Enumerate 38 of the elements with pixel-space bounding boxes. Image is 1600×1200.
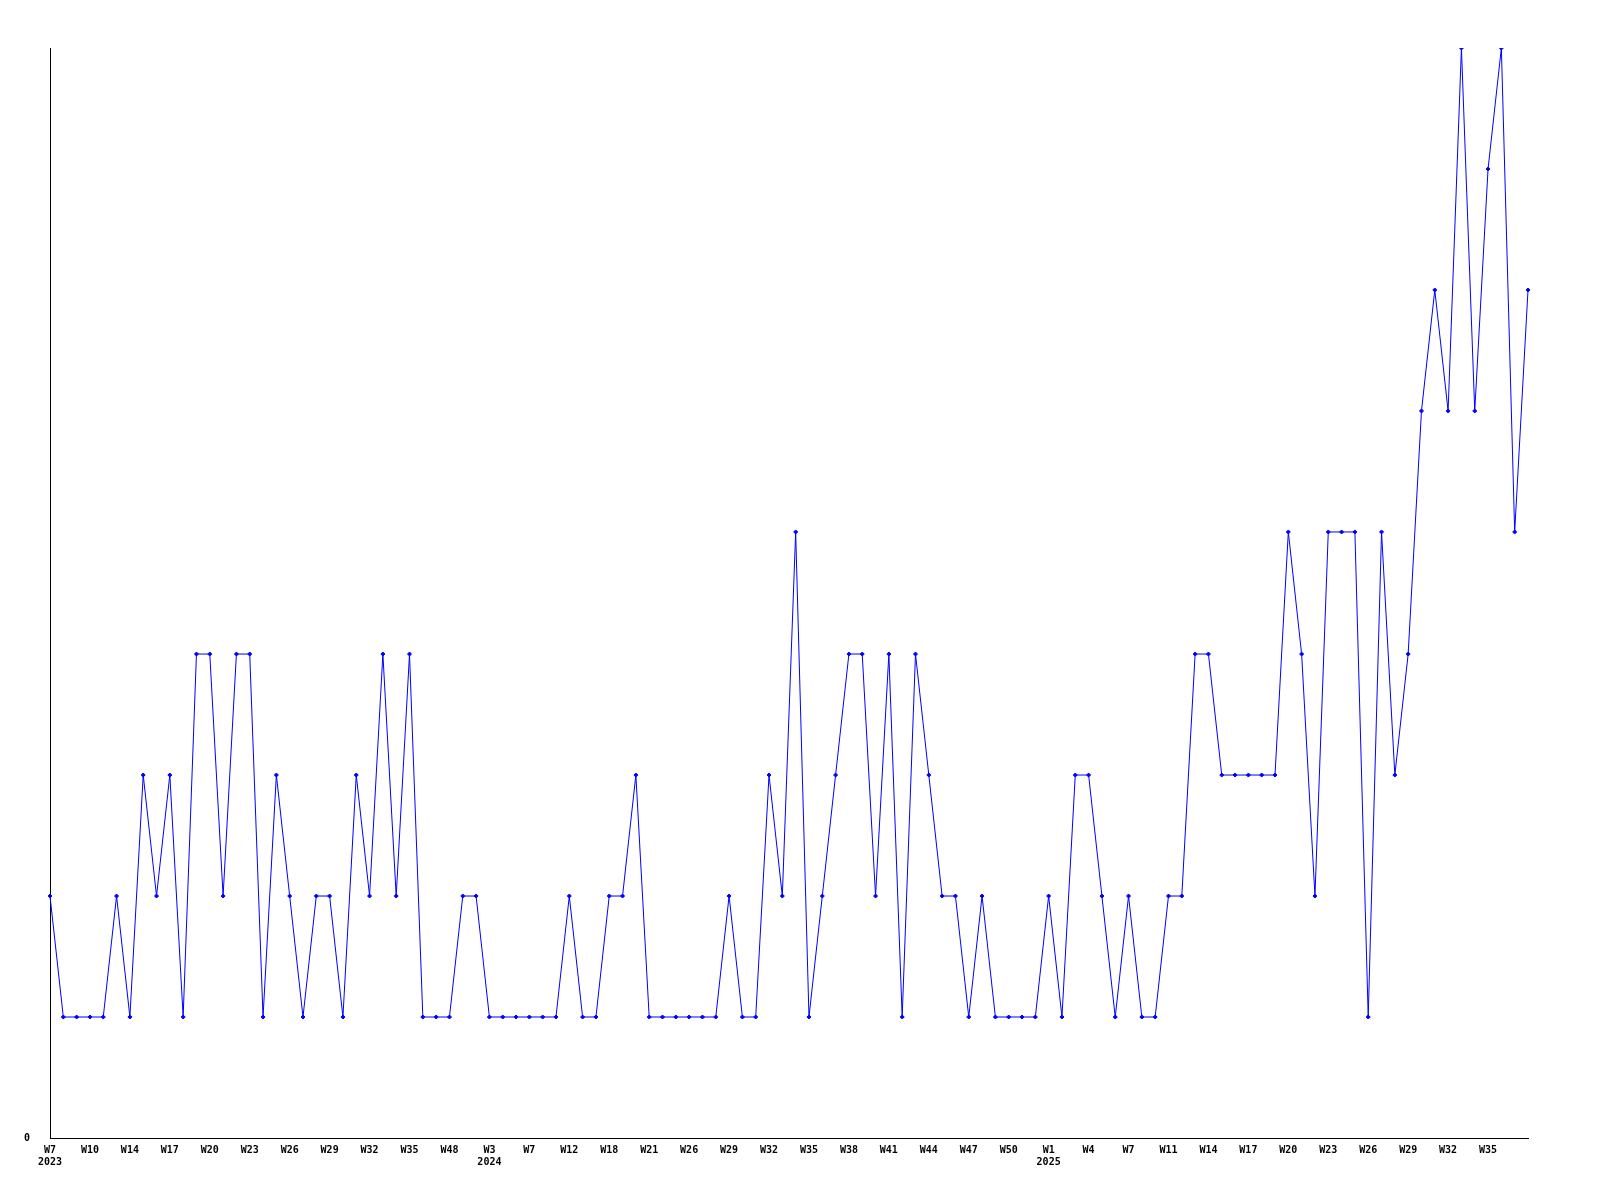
x-tick-label: W48 <box>440 1143 459 1155</box>
x-tick-label: W26 <box>280 1143 299 1155</box>
x-tick-label: W35 <box>400 1143 419 1155</box>
x-tick-label: W29 <box>720 1143 739 1155</box>
x-tick-label: W35 <box>1479 1143 1498 1155</box>
x-tick-label: W47 <box>959 1143 978 1155</box>
x-tick-label: W23 <box>240 1143 259 1155</box>
x-tick-label: W38 <box>839 1143 858 1155</box>
x-tick-label: W35 <box>799 1143 818 1155</box>
x-tick-label: W26 <box>1359 1143 1378 1155</box>
x-tick-label: W26 <box>680 1143 699 1155</box>
x-tick-label: W20 <box>200 1143 219 1155</box>
x-tick-label: W1 2025 <box>1036 1143 1061 1167</box>
x-tick-label: W14 <box>1199 1143 1218 1155</box>
text: 0 <box>23 1131 30 1143</box>
x-tick-label: W10 <box>80 1143 99 1155</box>
x-tick-label: W29 <box>1399 1143 1418 1155</box>
x-tick-label: W11 <box>1159 1143 1178 1155</box>
x-tick-label: W23 <box>1319 1143 1338 1155</box>
x-tick-label: W4 <box>1082 1143 1095 1155</box>
x-tick-label: W32 <box>1439 1143 1458 1155</box>
x-tick-label: W7 2023 <box>37 1143 63 1167</box>
x-tick-label: W32 <box>760 1143 779 1155</box>
x-tick-label: W20 <box>1279 1143 1298 1155</box>
x-tick-label: W41 <box>879 1143 898 1155</box>
x-tick-label: W17 <box>1239 1143 1258 1155</box>
x-tick-label: W44 <box>919 1143 938 1155</box>
x-tick-label: W32 <box>360 1143 379 1155</box>
x-tick-label: W14 <box>120 1143 139 1155</box>
x-tick-label: W18 <box>600 1143 619 1155</box>
x-tick-label: W7 <box>523 1143 536 1155</box>
x-tick-label: W29 <box>320 1143 339 1155</box>
x-tick-label: W12 <box>560 1143 579 1155</box>
x-tick-label: W21 <box>640 1143 659 1155</box>
x-tick-label: W17 <box>160 1143 179 1155</box>
x-tick-label: W50 <box>999 1143 1018 1155</box>
x-tick-label: W3 2024 <box>477 1143 502 1167</box>
x-tick-label: W7 <box>1122 1143 1135 1155</box>
